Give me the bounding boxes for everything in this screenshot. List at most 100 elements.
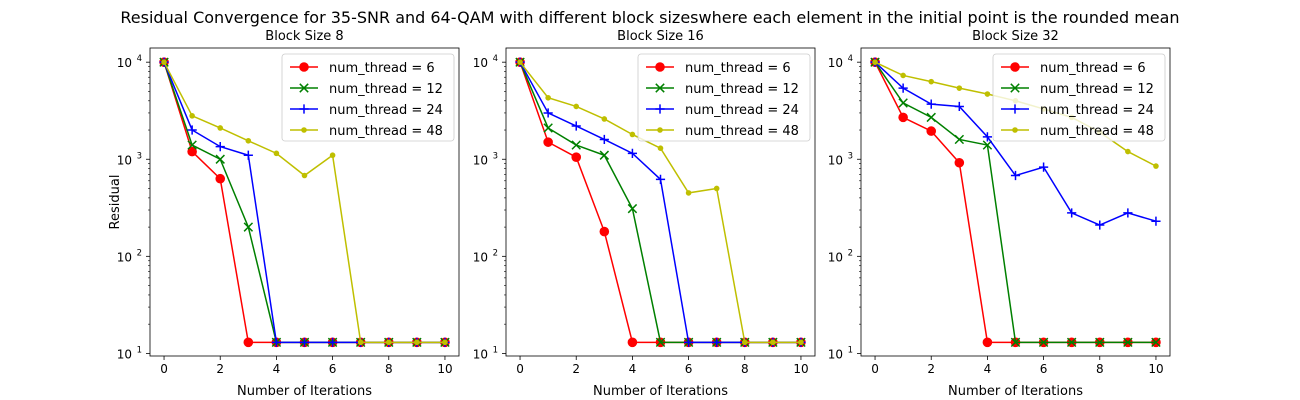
- data-point: [357, 339, 364, 346]
- y-tick-label: 10: [473, 250, 488, 264]
- legend-entry: num_thread = 12: [1001, 82, 1154, 97]
- y-tick-exponent: 1: [137, 345, 142, 355]
- data-point: [713, 185, 720, 192]
- data-point: [599, 226, 610, 237]
- legend-label: num_thread = 6: [685, 61, 791, 76]
- legend-label: num_thread = 24: [1040, 103, 1154, 118]
- legend-entry: num_thread = 6: [1001, 61, 1146, 76]
- data-point: [1095, 220, 1105, 230]
- y-tick-base: 10: [828, 250, 843, 264]
- y-tick-base: 10: [473, 153, 488, 167]
- data-point: [1151, 216, 1161, 226]
- data-point: [215, 173, 226, 184]
- y-tick-label: 10: [117, 347, 132, 361]
- data-point: [1038, 162, 1049, 172]
- y-tick-base: 10: [473, 250, 488, 264]
- data-point: [926, 126, 937, 136]
- legend-marker: [1010, 104, 1020, 114]
- legend-marker: [657, 127, 663, 133]
- y-tick-label: 10: [828, 347, 843, 361]
- legend-label: num_thread = 6: [1040, 61, 1146, 76]
- data-point: [982, 132, 993, 142]
- legend: num_thread = 6 num_thread = 12 num_thread …: [637, 53, 811, 142]
- data-point: [956, 85, 963, 91]
- data-point: [627, 337, 638, 348]
- legend-marker: [301, 127, 307, 133]
- x-tick-label: 10: [1148, 362, 1163, 376]
- series-num-thread-48: [517, 59, 804, 346]
- legend-entry: num_thread = 24: [1001, 103, 1154, 118]
- data-point: [571, 121, 581, 131]
- data-point: [215, 142, 225, 152]
- data-point: [898, 98, 908, 108]
- x-tick-label: 10: [437, 362, 452, 376]
- x-tick-label: 8: [385, 362, 393, 376]
- legend-entry: num_thread = 24: [646, 103, 799, 118]
- x-tick-label: 8: [1096, 362, 1104, 376]
- data-point: [327, 337, 338, 347]
- data-point: [1123, 208, 1133, 218]
- x-tick-label: 6: [685, 362, 693, 376]
- axes-frame: [149, 47, 460, 357]
- data-point: [571, 140, 581, 150]
- data-point: [1067, 208, 1077, 218]
- x-tick-label: 8: [741, 362, 749, 376]
- data-point: [1066, 337, 1077, 348]
- x-axis-label: Number of Iterations: [237, 384, 372, 399]
- legend-box: [992, 53, 1166, 142]
- data-point: [655, 337, 666, 348]
- legend-box: [281, 53, 455, 142]
- data-point: [599, 150, 610, 160]
- chart-panel-2: Block Size 16 0 2 4 6 8 10 10 1 10 2 10 3 10 4 Number o…: [473, 29, 816, 399]
- y-tick-exponent: 2: [137, 248, 142, 258]
- y-tick-label: 10: [473, 153, 488, 167]
- plot-area: [515, 57, 806, 348]
- data-point: [954, 157, 965, 168]
- chart-panel-3: Block Size 32 0 2 4 6 8 10 10 1 10 2 10 3 10 4 Number o…: [828, 29, 1171, 399]
- x-tick-label: 4: [629, 362, 637, 376]
- data-point: [414, 339, 420, 346]
- data-point: [273, 150, 280, 157]
- legend-label: num_thread = 48: [329, 124, 443, 139]
- data-point: [982, 337, 993, 348]
- subplot-title: Block Size 8: [265, 29, 343, 44]
- y-tick-exponent: 4: [493, 54, 498, 64]
- legend-marker: [655, 62, 665, 72]
- data-point: [798, 339, 804, 346]
- data-point: [245, 137, 252, 144]
- data-point: [385, 339, 392, 346]
- legend-marker: [655, 83, 665, 93]
- figure-title: Residual Convergence for 35-SNR and 64-Q…: [120, 8, 1179, 27]
- subplot-title: Block Size 16: [617, 29, 704, 44]
- y-tick-label: 10: [473, 56, 488, 70]
- legend-entry: num_thread = 12: [290, 82, 443, 97]
- data-point: [984, 91, 991, 97]
- legend-marker: [655, 104, 665, 114]
- data-point: [571, 152, 582, 162]
- legend: num_thread = 6 num_thread = 12 num_thread …: [992, 53, 1166, 142]
- subplot-title: Block Size 32: [972, 29, 1059, 44]
- data-point: [655, 174, 666, 185]
- legend-entry: num_thread = 48: [290, 124, 443, 139]
- data-point: [954, 101, 964, 112]
- data-point: [1125, 148, 1131, 155]
- legend-label: num_thread = 24: [685, 103, 799, 118]
- data-point: [627, 203, 638, 214]
- legend-marker: [299, 104, 309, 114]
- y-tick-exponent: 4: [137, 54, 142, 64]
- data-point: [243, 222, 254, 232]
- data-point: [982, 140, 993, 150]
- chart-panel-1: Block Size 8 0 2 4 6 8 10 10 1 10 2 10 3 10 4 Number of…: [108, 29, 460, 399]
- legend-entry: num_thread = 12: [646, 82, 799, 97]
- axes-frame: [505, 47, 816, 357]
- data-point: [629, 131, 636, 138]
- y-tick-exponent: 1: [493, 345, 498, 355]
- data-point: [900, 72, 906, 79]
- legend-marker: [1012, 127, 1018, 133]
- data-point: [685, 190, 692, 196]
- legend-marker: [1010, 83, 1020, 93]
- y-tick-label: 10: [828, 250, 843, 264]
- y-tick-label: 10: [117, 153, 132, 167]
- y-tick-base: 10: [473, 56, 488, 70]
- axes-frame: [860, 47, 1171, 357]
